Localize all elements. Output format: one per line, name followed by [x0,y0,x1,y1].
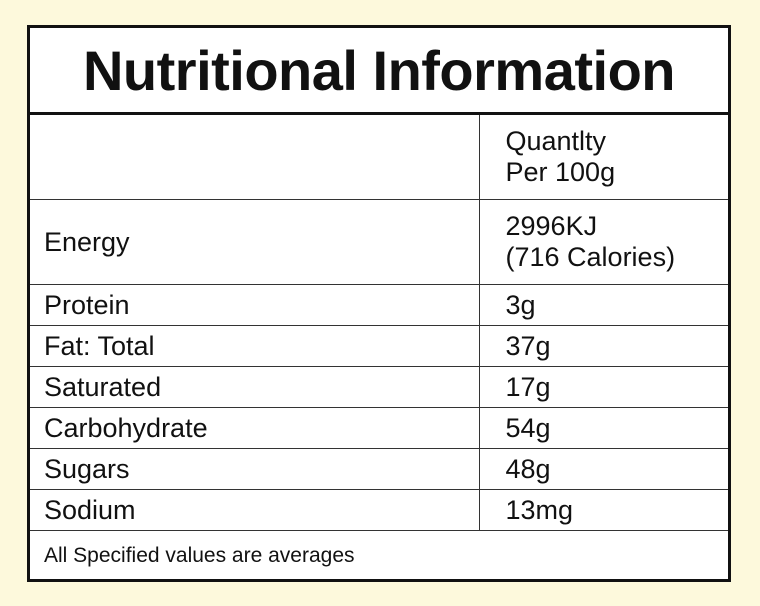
value-cell: 13mg [478,489,728,531]
table-row: Sodium 13mg [30,489,728,531]
header-row: Quantlty Per 100g [30,115,728,200]
header-cell [30,115,479,200]
title: Nutritional Information [30,28,728,115]
table-body: Quantlty Per 100g Energy 2996KJ (716 Calor… [30,115,728,531]
table-row: Carbohydrate 54g [30,407,728,449]
nutrition-panel: Nutritional Information Quantlty Per 100… [27,25,731,582]
value-cell: 48g [478,448,728,490]
table-row: Protein 3g [30,284,728,326]
label-cell: Protein [30,284,479,326]
table-row: Fat: Total 37g [30,325,728,367]
header-cell: Quantlty Per 100g [478,115,728,200]
label-cell: Sodium [30,489,479,531]
table-row: Energy 2996KJ (716 Calories) [30,199,728,285]
footnote: All Specified values are averages [44,544,355,567]
label-cell: Sugars [30,448,479,490]
value-line: (716 Calories) [505,242,676,272]
table-row: Saturated 17g [30,366,728,408]
value-cell: 17g [478,366,728,408]
label-cell: Saturated [30,366,479,408]
value-cell: 54g [478,407,728,449]
label-cell: Fat: Total [30,325,479,367]
header-line: Quantlty [505,126,607,156]
table-row: Sugars 48g [30,448,728,490]
value-line: 2996KJ [505,211,598,241]
header-line: Per 100g [505,157,616,187]
label-cell: Carbohydrate [30,407,479,449]
value-cell: 3g [478,284,728,326]
value-cell: 37g [478,325,728,367]
nutrition-table: Quantlty Per 100g Energy 2996KJ (716 Calor… [30,115,728,531]
label-cell: Energy [30,199,479,285]
value-cell: 2996KJ (716 Calories) [478,199,728,285]
